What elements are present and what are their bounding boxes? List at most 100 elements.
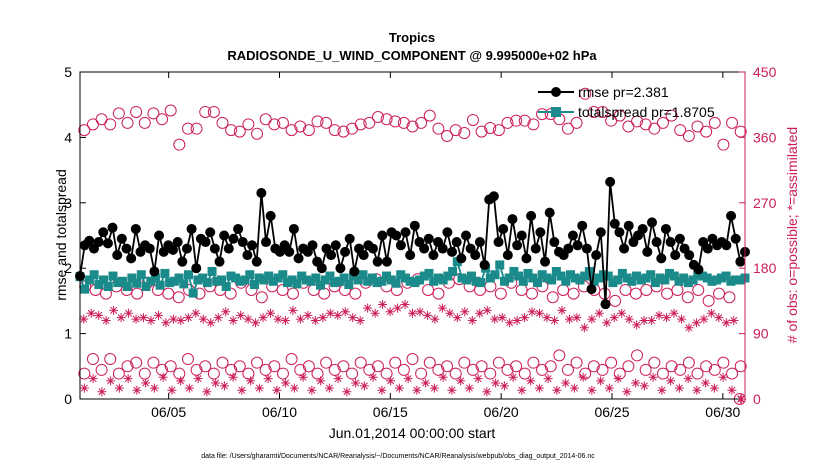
obs-possible-marker [181,353,194,366]
totalspread-point [264,271,274,281]
obs-assimilated-marker [161,318,171,328]
obs-possible-marker [251,356,264,369]
obs-possible-marker [130,356,143,369]
obs-assimilated-marker [594,308,604,318]
obs-possible-marker [458,127,471,140]
obs-assimilated-marker [666,376,676,386]
obs-possible-marker [665,360,678,373]
obs-possible-marker [674,124,687,137]
rmse-point [251,256,262,267]
obs-possible-marker [121,116,134,129]
totalspread-point [259,275,269,285]
obs-assimilated-marker [505,318,515,328]
totalspread-point [207,266,217,276]
obs-possible-marker [691,367,704,380]
obs-possible-marker [492,356,505,369]
obs-assimilated-marker [191,308,201,318]
obs-possible-marker [104,118,117,131]
obs-possible-marker [406,353,419,366]
rmse-point [293,253,304,264]
obs-possible-marker [162,287,175,300]
obs-possible-marker [708,116,721,129]
totalspread-point [212,276,222,286]
obs-assimilated-marker [116,313,126,323]
obs-assimilated-marker [727,385,737,395]
x-tick-label: 06/25 [594,404,629,420]
obs-assimilated-marker [639,316,649,326]
obs-assimilated-marker [572,313,582,323]
obs-possible-marker [546,291,559,304]
obs-possible-marker [164,104,177,117]
totalspread-point [617,268,627,278]
obs-possible-marker [648,122,661,135]
rmse-point [651,237,662,248]
rmse-point [437,243,448,254]
totalspread-point [603,271,613,281]
totalspread-point [514,271,524,281]
obs-assimilated-marker [654,310,664,320]
rmse-point [540,256,551,267]
rmse-point [507,214,518,225]
obs-possible-marker [449,367,462,380]
obs-assimilated-marker [613,374,623,384]
obs-assimilated-marker [141,378,151,388]
totalspread-point [466,271,476,281]
rmse-point [377,230,388,241]
rmse-point [130,223,141,234]
y-left-tick-label: 0 [64,391,72,407]
rmse-point [358,250,369,261]
x-tick-label: 06/30 [705,404,740,420]
obs-possible-marker [294,363,307,376]
obs-possible-marker [138,116,151,129]
rmse-point [223,243,234,254]
obs-possible-marker [596,363,609,376]
rmse-point [619,243,630,254]
obs-assimilated-marker [543,374,553,384]
totalspread-point [150,273,160,283]
obs-assimilated-marker [393,303,403,313]
y-left-tick-label: 1 [64,326,72,342]
rmse-point [288,223,299,234]
totalspread-point [80,284,90,294]
obs-assimilated-marker [146,316,156,326]
obs-possible-marker [363,116,376,129]
obs-assimilated-marker [587,385,597,395]
obs-possible-marker [346,367,359,380]
totalspread-point [363,276,373,286]
obs-possible-marker [302,360,315,373]
obs-possible-marker [172,291,185,304]
obs-possible-marker [656,116,669,129]
obs-assimilated-marker [183,313,193,323]
obs-possible-marker [665,109,678,122]
obs-assimilated-marker [587,314,597,324]
rmse-point [391,230,402,241]
y-left-tick-label: 3 [64,195,72,211]
totalspread-point [429,276,439,286]
totalspread-point [254,273,264,283]
chart-title: Tropics [389,30,435,45]
obs-assimilated-marker [692,385,702,395]
obs-possible-marker [702,294,715,307]
obs-possible-marker [112,107,125,120]
totalspread-point [707,276,717,286]
rmse-point [544,207,555,218]
rmse-point [330,240,341,251]
obs-assimilated-marker [482,387,492,397]
rmse-point [516,230,527,241]
rmse-point [447,246,458,257]
totalspread-point [353,275,363,285]
obs-assimilated-marker [206,318,216,328]
totalspread-point [372,278,382,288]
totalspread-point [655,273,665,283]
obs-assimilated-marker [124,308,134,318]
totalspread-series [75,257,750,298]
obs-possible-marker [681,291,694,304]
totalspread-point [155,280,165,290]
obs-possible-marker [449,124,462,137]
obs-possible-marker [276,284,289,296]
totalspread-point [316,280,326,290]
obs-assimilated-marker [355,316,365,326]
totalspread-point [693,270,703,280]
obs-possible-marker [648,356,661,369]
